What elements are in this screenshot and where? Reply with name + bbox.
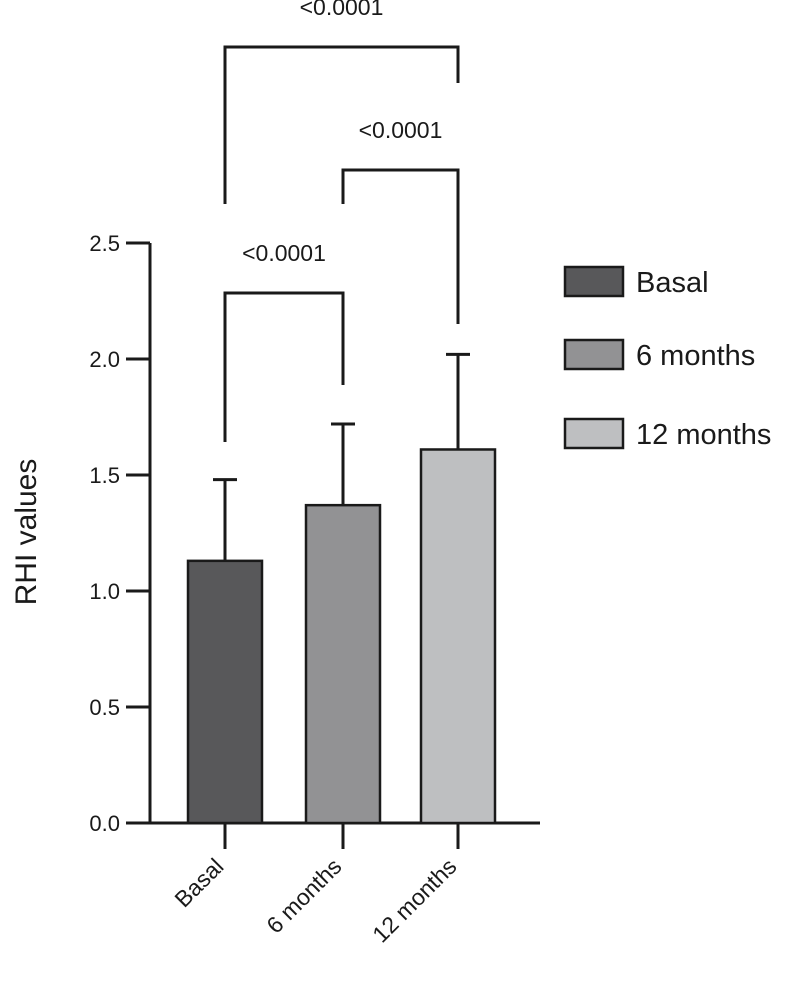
legend-label: Basal — [636, 267, 709, 299]
bars — [186, 352, 497, 825]
legend: Basal 6 months 12 months — [563, 265, 771, 451]
y-tick-label: 0.5 — [89, 695, 120, 720]
significance-bracket — [341, 168, 460, 324]
y-tick-label: 0.0 — [89, 811, 120, 836]
legend-swatch — [563, 338, 625, 371]
y-tick-label: 2.0 — [89, 347, 120, 372]
y-tick-label: 2.5 — [89, 231, 120, 256]
y-tick-label: 1.5 — [89, 463, 120, 488]
p-value-label: <0.0001 — [359, 117, 443, 143]
bar — [186, 559, 264, 825]
significance-bracket — [223, 45, 460, 204]
x-category-label: 6 months — [261, 853, 346, 938]
significance-brackets: <0.0001 <0.0001 <0.0001 — [223, 0, 460, 442]
y-axis-title: RHI values — [10, 459, 43, 606]
legend-swatch — [563, 265, 625, 298]
bar — [419, 448, 497, 825]
x-category-label: 12 months — [367, 853, 461, 947]
p-value-label: <0.0001 — [242, 240, 326, 266]
y-tick-label: 1.0 — [89, 579, 120, 604]
significance-bracket — [223, 291, 345, 442]
p-value-label: <0.0001 — [300, 0, 384, 20]
legend-label: 12 months — [636, 419, 771, 451]
legend-label: 6 months — [636, 340, 755, 372]
bar — [304, 503, 382, 825]
x-category-label: Basal — [169, 853, 228, 912]
legend-swatch — [563, 417, 625, 450]
